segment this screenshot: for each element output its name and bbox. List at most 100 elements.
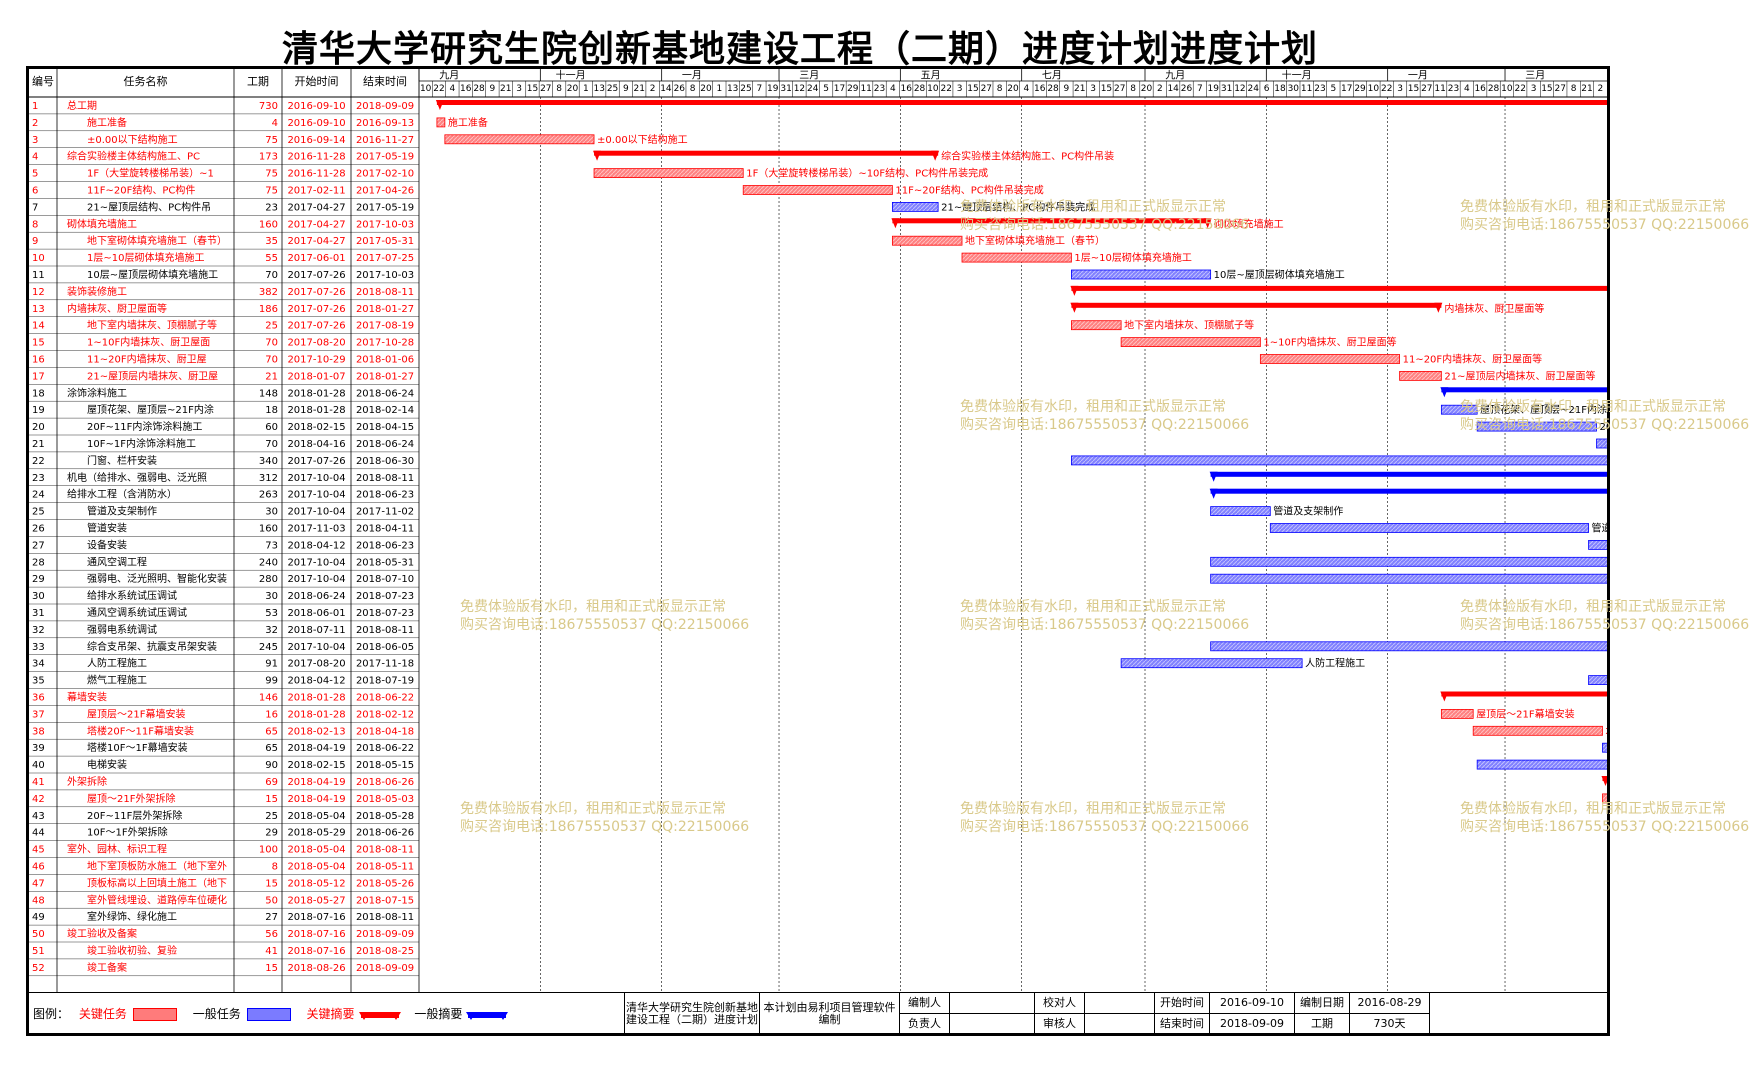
task-end: 2018-07-23 (356, 591, 414, 602)
task-duration: 160 (259, 219, 278, 230)
day-tick-label: 9 (1064, 84, 1070, 94)
month-label: 十一月 (556, 69, 586, 82)
day-tick-label: 3 (1090, 84, 1096, 94)
task-duration: 27 (265, 912, 278, 923)
task-end: 2018-06-26 (356, 828, 414, 839)
day-tick-label: 28 (914, 84, 926, 94)
bar-label: 内墙抹灰、厨卫屋面等 (1444, 302, 1544, 315)
legend-normal-summary-swatch (466, 1011, 509, 1020)
bar-label: 塔楼20F～11F幕墙安装 (1605, 724, 1607, 737)
footer-auditor-value (1084, 1013, 1154, 1033)
day-tick-label: 10 (420, 84, 432, 94)
day-tick-label: 27 (981, 84, 992, 94)
task-bar (1071, 455, 1607, 466)
day-tick-label: 9 (623, 84, 629, 94)
bar-label: 屋顶层～21F幕墙安装 (1476, 707, 1574, 720)
task-id: 36 (32, 692, 45, 703)
day-tick-label: 13 (727, 84, 738, 94)
task-id: 2 (32, 118, 38, 129)
task-duration: 15 (265, 878, 278, 889)
summary-bar (436, 100, 1607, 105)
task-start: 2017-02-11 (287, 185, 345, 196)
footer: 图例： 关键任务 一般任务 关键摘要 一般摘要 清华大学研究生院创新基地建设工程… (29, 992, 1607, 1033)
task-name: 室外、园林、标识工程 (67, 843, 167, 856)
task-start: 2018-07-16 (287, 946, 345, 957)
task-id: 22 (32, 456, 45, 467)
task-name: 给排水系统试压调试 (87, 589, 177, 602)
task-duration: 730 (259, 101, 278, 112)
day-tick-label: 15 (1101, 84, 1112, 94)
footer-compiler-value (949, 993, 1034, 1013)
task-start: 2017-04-27 (287, 202, 345, 213)
task-start: 2017-08-20 (287, 659, 345, 670)
task-duration: 65 (265, 743, 278, 754)
task-end: 2018-08-11 (356, 287, 414, 298)
task-name: 总工期 (67, 99, 97, 112)
task-name: 外架拆除 (67, 775, 107, 788)
day-tick-label: 20 (567, 84, 579, 94)
task-name: 竣工备案 (87, 961, 127, 974)
summary-bar (1071, 302, 1442, 308)
task-end: 2017-10-03 (356, 270, 414, 281)
day-tick-label: 4 (450, 84, 456, 94)
day-tick-label: 8 (1130, 84, 1136, 94)
task-id: 46 (32, 861, 45, 872)
task-end: 2018-08-25 (356, 946, 414, 957)
task-id: 4 (32, 152, 38, 163)
task-duration: 16 (265, 709, 278, 720)
task-end: 2018-07-15 (356, 895, 414, 906)
task-id: 12 (32, 287, 45, 298)
day-tick-label: 20 (700, 84, 712, 94)
legend-normal-task-swatch (246, 1008, 291, 1021)
header-end: 结束时间 (363, 75, 407, 88)
task-end: 2017-08-19 (356, 321, 414, 332)
task-bar (436, 117, 446, 128)
task-id: 40 (32, 760, 45, 771)
day-tick-label: 19 (767, 84, 779, 94)
task-bar (1210, 506, 1271, 517)
task-name: 人防工程施工 (87, 657, 147, 670)
task-end: 2017-10-28 (356, 338, 414, 349)
task-id: 8 (32, 219, 38, 230)
legend-critical-task-label: 关键任务 (78, 1007, 127, 1021)
task-name: 1层~10层砌体填充墙施工 (87, 251, 204, 264)
task-name: 砌体填充墙施工 (67, 217, 137, 230)
day-tick-label: 16 (1034, 84, 1046, 94)
day-tick-label: 28 (1488, 84, 1500, 94)
day-tick-label: 25 (740, 84, 751, 94)
day-tick-label: 1 (583, 84, 589, 94)
task-id: 35 (32, 676, 45, 687)
task-id: 32 (32, 625, 45, 636)
task-duration: 4 (272, 118, 278, 129)
task-duration: 173 (259, 152, 278, 163)
task-name: 地下室内墙抹灰、顶棚腻子等 (87, 319, 217, 332)
task-bar (961, 252, 1072, 263)
footer-auditor-label: 审核人 (1034, 1013, 1084, 1033)
day-tick-label: 6 (1264, 84, 1270, 94)
month-label: 十一月 (1282, 69, 1312, 82)
task-end: 2018-02-12 (356, 709, 414, 720)
day-tick-label: 3 (1531, 84, 1537, 94)
bar-label: 20F~11F内涂饰涂料施工 (1600, 420, 1607, 433)
task-id: 5 (32, 169, 38, 180)
task-start: 2017-10-04 (287, 557, 345, 568)
day-tick-label: 3 (957, 84, 963, 94)
task-start: 2017-04-27 (287, 236, 345, 247)
task-end: 2018-09-09 (356, 963, 414, 974)
task-end: 2018-06-22 (356, 692, 414, 703)
task-bar (891, 201, 939, 212)
task-id: 23 (32, 473, 45, 484)
task-start: 2018-04-12 (287, 676, 345, 687)
task-id: 18 (32, 388, 45, 399)
task-name: 施工准备 (87, 116, 127, 129)
task-duration: 25 (265, 321, 278, 332)
task-start: 2018-01-28 (287, 388, 345, 399)
day-tick-label: 17 (1341, 84, 1352, 94)
task-start: 2018-05-29 (287, 828, 345, 839)
task-bar (1259, 354, 1400, 364)
month-label: 三月 (1525, 70, 1545, 82)
task-end: 2018-06-23 (356, 540, 414, 551)
task-start: 2018-07-16 (287, 912, 345, 923)
task-name: 装饰装修施工 (67, 285, 127, 298)
day-tick-label: 31 (780, 84, 791, 94)
